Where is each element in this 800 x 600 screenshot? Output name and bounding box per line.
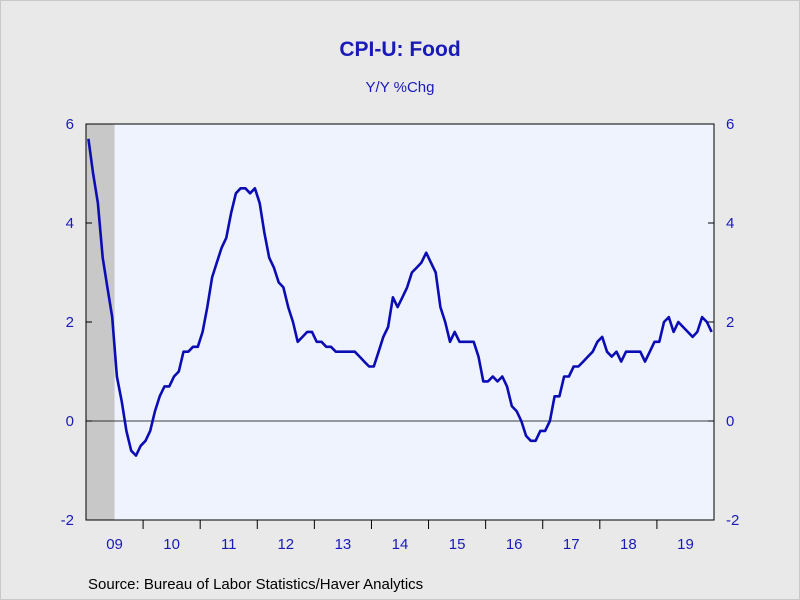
x-tick-label: 09 bbox=[106, 536, 123, 553]
y-tick-label-left: 4 bbox=[66, 215, 74, 232]
plot-area bbox=[86, 124, 714, 520]
x-tick-label: 10 bbox=[163, 536, 180, 553]
x-tick-label: 19 bbox=[677, 536, 694, 553]
y-tick-label-left: 6 bbox=[66, 116, 74, 133]
series-line-cpi-food bbox=[87, 138, 713, 457]
y-tick-label-right: 2 bbox=[726, 314, 734, 331]
x-tick-label: 14 bbox=[392, 536, 409, 553]
x-tick-label: 13 bbox=[335, 536, 352, 553]
plot-border bbox=[85, 123, 715, 521]
x-tick-label: 18 bbox=[620, 536, 637, 553]
x-tick-label: 17 bbox=[563, 536, 580, 553]
chart-subtitle: Y/Y %Chg bbox=[365, 79, 435, 96]
y-tick-label-right: 6 bbox=[726, 116, 734, 133]
y-tick-label-right: -2 bbox=[726, 512, 739, 529]
x-tick-label: 12 bbox=[277, 536, 294, 553]
y-tick-label-right: 0 bbox=[726, 413, 734, 430]
source-note: Source: Bureau of Labor Statistics/Haver… bbox=[88, 576, 424, 593]
y-tick-label-right: 4 bbox=[726, 215, 734, 232]
chart-title: CPI-U: Food bbox=[339, 38, 461, 61]
y-tick-label-left: -2 bbox=[61, 512, 74, 529]
x-tick-label: 15 bbox=[449, 536, 466, 553]
x-tick-label: 16 bbox=[506, 536, 523, 553]
y-tick-label-left: 0 bbox=[66, 413, 74, 430]
x-tick-label: 11 bbox=[221, 536, 237, 553]
y-tick-label-left: 2 bbox=[66, 314, 74, 331]
